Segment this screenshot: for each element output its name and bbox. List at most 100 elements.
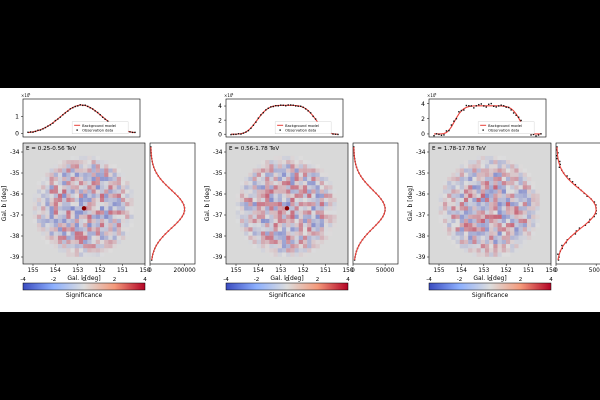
map-cell xyxy=(70,223,75,228)
map-cell xyxy=(480,206,486,211)
map-cell xyxy=(459,172,465,177)
map-cell xyxy=(281,218,287,224)
map-cell xyxy=(260,218,266,224)
map-cell xyxy=(501,206,507,211)
map-cell xyxy=(489,231,494,236)
y-tick-label: -38 xyxy=(213,234,223,240)
map-cell xyxy=(463,193,469,198)
map-cell xyxy=(302,202,308,207)
map-cell xyxy=(129,193,134,198)
map-cell xyxy=(319,210,325,215)
map-cell xyxy=(74,218,80,224)
map-cell xyxy=(277,206,283,211)
observation-point xyxy=(312,115,314,118)
map-cell xyxy=(476,172,481,177)
map-cell xyxy=(91,176,96,182)
map-cell xyxy=(311,193,316,198)
energy-label: E = 1.78-17.78 TeV xyxy=(432,146,486,152)
map-cell xyxy=(302,189,308,194)
map-cell xyxy=(455,206,460,211)
observation-point xyxy=(455,118,458,120)
map-cell xyxy=(328,181,333,186)
observation-point xyxy=(497,105,500,107)
map-cell xyxy=(120,206,126,211)
map-cell xyxy=(489,252,494,257)
map-cell xyxy=(277,172,283,177)
map-cell xyxy=(459,210,465,215)
map-cell xyxy=(108,164,113,169)
observation-point xyxy=(29,131,32,133)
observation-point xyxy=(72,106,74,109)
observation-point xyxy=(334,133,337,135)
map-cell xyxy=(53,168,59,173)
map-cell xyxy=(480,223,486,228)
map-cell xyxy=(480,239,486,245)
map-cell xyxy=(501,193,507,198)
map-cell xyxy=(45,235,50,240)
map-cell xyxy=(472,202,477,207)
map-cell xyxy=(497,202,502,207)
map-cell xyxy=(108,239,113,245)
map-cell xyxy=(328,218,333,224)
map-cell xyxy=(256,197,262,203)
map-cell xyxy=(451,202,456,207)
observation-point xyxy=(440,134,443,137)
map-cell xyxy=(294,193,299,198)
x-tick-label: 152 xyxy=(298,268,309,274)
map-cell xyxy=(311,214,316,219)
map-cell xyxy=(260,206,266,211)
observation-point xyxy=(280,104,282,106)
map-cell xyxy=(472,168,477,173)
map-cell xyxy=(57,239,63,245)
map-cell xyxy=(493,218,498,224)
map-cell xyxy=(315,218,320,224)
map-cell xyxy=(116,239,122,245)
observation-point xyxy=(96,111,99,114)
map-cell xyxy=(501,197,507,203)
map-cell xyxy=(302,235,308,240)
map-cell xyxy=(531,223,536,228)
map-cell xyxy=(36,189,42,194)
map-cell xyxy=(256,193,262,198)
map-cell xyxy=(531,197,536,203)
observation-point xyxy=(302,106,304,109)
observation-point xyxy=(39,129,42,131)
map-cell xyxy=(493,172,498,177)
map-cell xyxy=(463,164,469,169)
map-cell xyxy=(74,176,80,182)
map-cell xyxy=(74,172,80,177)
map-cell xyxy=(116,206,122,211)
map-cell xyxy=(518,176,523,182)
map-cell xyxy=(91,252,96,257)
map-cell xyxy=(518,231,523,236)
map-cell xyxy=(265,164,270,169)
map-cell xyxy=(510,189,515,194)
map-cell xyxy=(294,244,299,249)
map-cell xyxy=(269,210,274,215)
map-cell xyxy=(286,189,291,194)
observation-point xyxy=(37,129,39,131)
y-tick-label: -34 xyxy=(416,150,426,156)
map-cell xyxy=(70,202,75,207)
observation-point xyxy=(84,104,86,106)
map-cell xyxy=(497,248,502,253)
map-cell xyxy=(235,202,241,207)
map-cell xyxy=(451,185,456,190)
map-cell xyxy=(74,248,80,253)
map-cell xyxy=(286,185,291,190)
top-profile-exponent: ×10 xyxy=(224,93,233,98)
map-cell xyxy=(57,176,63,182)
map-cell xyxy=(256,164,262,169)
map-cell xyxy=(273,197,278,203)
map-cell xyxy=(298,227,304,232)
y-tick-label: -35 xyxy=(10,171,20,177)
map-cell xyxy=(307,181,312,186)
map-cell xyxy=(493,155,498,161)
map-cell xyxy=(78,168,84,173)
map-cell xyxy=(252,193,257,198)
top-profile-exponent-power: 5 xyxy=(29,92,31,96)
x-tick-label: 152 xyxy=(501,268,512,274)
map-cell xyxy=(451,197,456,203)
observation-point xyxy=(237,133,240,135)
bright-source-spot xyxy=(284,206,290,211)
